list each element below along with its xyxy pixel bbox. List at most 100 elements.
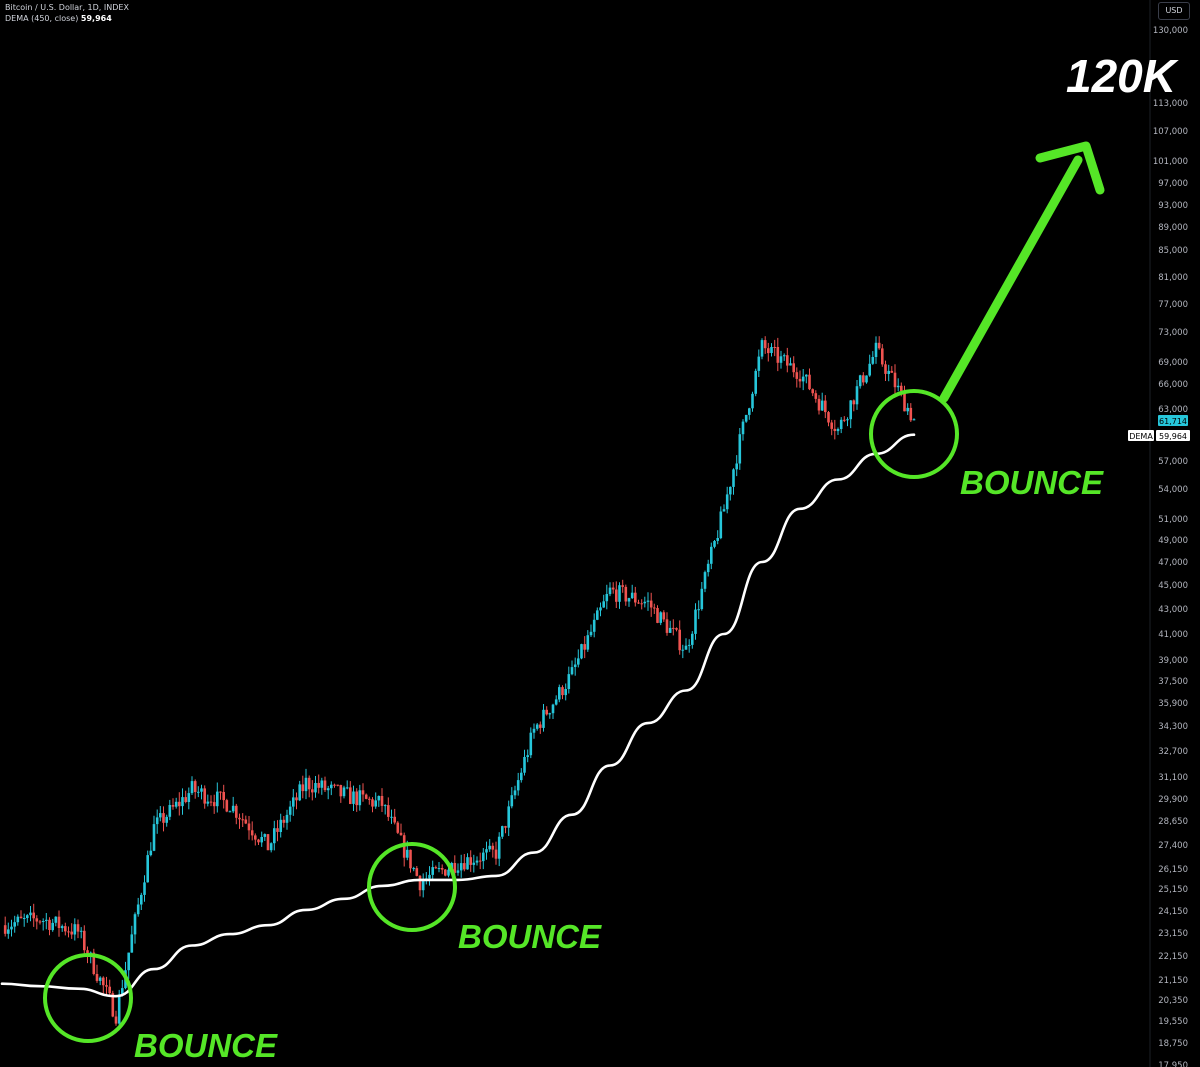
price-axis-tick: 24,150 xyxy=(1158,907,1188,917)
candle-body xyxy=(535,724,539,729)
indicator-value: 59,964 xyxy=(80,14,112,23)
price-axis-tick: 35,900 xyxy=(1158,699,1188,709)
bounce-label-3: BOUNCE xyxy=(960,464,1104,501)
candle-body xyxy=(665,619,669,633)
price-axis-tick: 20,350 xyxy=(1158,996,1188,1006)
candle-body xyxy=(466,857,469,870)
candle-body xyxy=(501,826,504,837)
candle-body xyxy=(640,603,643,605)
candle-body xyxy=(760,340,764,357)
candle-body xyxy=(684,645,688,650)
candle-body xyxy=(725,494,729,510)
candle-body xyxy=(67,931,70,933)
candle-body xyxy=(554,699,558,705)
candle-body xyxy=(814,393,818,399)
candle-body xyxy=(776,347,780,363)
candle-body xyxy=(238,817,241,820)
candle-body xyxy=(868,363,871,376)
candle-body xyxy=(48,919,51,930)
candle-body xyxy=(225,800,229,812)
candle-body xyxy=(900,385,903,392)
candle-body xyxy=(722,509,726,512)
candle-body xyxy=(827,412,830,423)
candle-body xyxy=(456,870,460,873)
candle-body xyxy=(250,830,254,836)
candle-body xyxy=(174,801,178,807)
candle-body xyxy=(358,790,362,806)
candle-body xyxy=(371,799,374,807)
candle-body xyxy=(22,918,26,919)
candle-body xyxy=(849,400,852,420)
candle-body xyxy=(86,950,89,956)
price-axis-tick: 101,000 xyxy=(1153,157,1188,167)
candle-body xyxy=(212,802,216,807)
candle-body xyxy=(539,724,542,728)
candle-body xyxy=(162,813,165,823)
candle-body xyxy=(653,607,656,609)
candle-body xyxy=(260,837,263,843)
candle-body xyxy=(820,400,824,411)
symbol-title[interactable]: Bitcoin / U.S. Dollar, 1D, INDEX xyxy=(5,3,129,12)
dema-price-tag: DEMA 59,964 xyxy=(1128,430,1190,441)
candle-body xyxy=(668,627,672,633)
candle-body xyxy=(105,985,108,987)
candle-body xyxy=(228,811,232,813)
candle-body xyxy=(304,777,308,792)
candle-body xyxy=(323,780,327,791)
candle-body xyxy=(219,791,222,793)
candle-body xyxy=(700,588,704,610)
dema-tag-value: 59,964 xyxy=(1159,432,1187,441)
price-axis[interactable]: 130,000 113,000 107,000 101,000 97,000 93,000… xyxy=(1153,26,1188,1067)
candle-body xyxy=(197,791,200,793)
candle-body xyxy=(19,916,23,919)
candle-body xyxy=(577,658,580,665)
candle-body xyxy=(171,805,175,807)
candle-body xyxy=(383,805,387,807)
indicator-legend[interactable]: DEMA (450, close) 59,964 xyxy=(5,14,112,23)
candle-body xyxy=(621,585,624,587)
candle-body xyxy=(377,796,381,801)
candle-body xyxy=(16,916,20,923)
candle-body xyxy=(292,797,295,807)
candle-body xyxy=(200,788,203,792)
candle-body xyxy=(364,794,368,799)
candle-body xyxy=(431,867,434,875)
candle-body xyxy=(558,687,561,700)
candle-body xyxy=(589,631,593,636)
candle-body xyxy=(83,930,86,951)
price-axis-tick: 23,150 xyxy=(1158,929,1188,939)
candle-body xyxy=(912,419,916,421)
candle-body xyxy=(475,860,479,863)
candle-body xyxy=(786,355,789,366)
candle-body xyxy=(719,511,723,539)
candle-body xyxy=(881,348,884,365)
candle-body xyxy=(637,602,640,604)
candle-body xyxy=(472,862,476,865)
last-price-tag: 61,714 xyxy=(1158,415,1188,426)
price-axis-tick: 77,000 xyxy=(1158,300,1188,310)
price-axis-tick: 25,150 xyxy=(1158,885,1188,895)
candle-body xyxy=(92,952,96,974)
candle-body xyxy=(437,868,441,869)
bounce-label-2: BOUNCE xyxy=(458,918,602,955)
candle-body xyxy=(884,364,887,374)
price-axis-tick: 18,750 xyxy=(1158,1039,1188,1049)
candle-body xyxy=(504,826,507,828)
candle-body xyxy=(678,629,681,651)
price-axis-tick: 39,000 xyxy=(1158,656,1188,666)
candle-body xyxy=(599,607,602,611)
price-axis-tick: 63,000 xyxy=(1158,405,1188,415)
candle-body xyxy=(206,801,210,804)
candle-body xyxy=(716,538,719,541)
candle-body xyxy=(748,408,751,415)
candle-body xyxy=(409,849,412,869)
bounce-label-1: BOUNCE xyxy=(134,1027,278,1064)
candle-body xyxy=(491,845,495,850)
candle-body xyxy=(459,863,463,871)
bounce-circle-1 xyxy=(43,953,133,1043)
price-axis-tick: 26,150 xyxy=(1158,865,1188,875)
price-axis-tick: 130,000 xyxy=(1153,26,1188,36)
candle-body xyxy=(478,860,482,862)
currency-button[interactable]: USD xyxy=(1158,2,1190,20)
